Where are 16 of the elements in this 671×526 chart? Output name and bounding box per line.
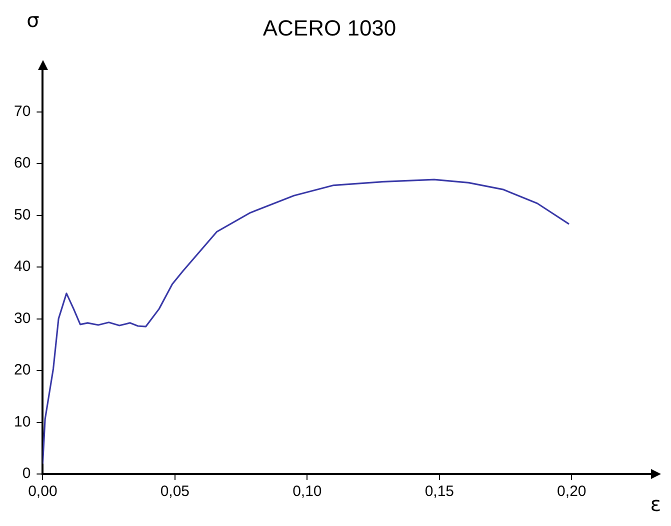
y-tick-label: 50 <box>14 206 31 224</box>
chart-title: ACERO 1030 <box>262 15 396 40</box>
x-tick-label: 0,00 <box>28 483 58 500</box>
x-tick-label: 0,05 <box>160 483 190 500</box>
y-tick-label: 70 <box>14 102 31 120</box>
y-tick-label: 40 <box>14 258 31 276</box>
x-tick-label: 0,15 <box>424 483 454 500</box>
y-tick-label: 0 <box>22 465 31 482</box>
x-tick-label: 0,20 <box>557 483 586 500</box>
y-tick-label: 20 <box>14 362 31 379</box>
y-tick-label: 60 <box>14 154 31 172</box>
y-tick-label: 10 <box>14 413 31 430</box>
x-tick-label: 0,10 <box>292 483 322 500</box>
y-axis-title: σ <box>26 8 40 32</box>
y-tick-label: 30 <box>14 310 31 327</box>
x-axis-title: ε <box>650 492 661 516</box>
